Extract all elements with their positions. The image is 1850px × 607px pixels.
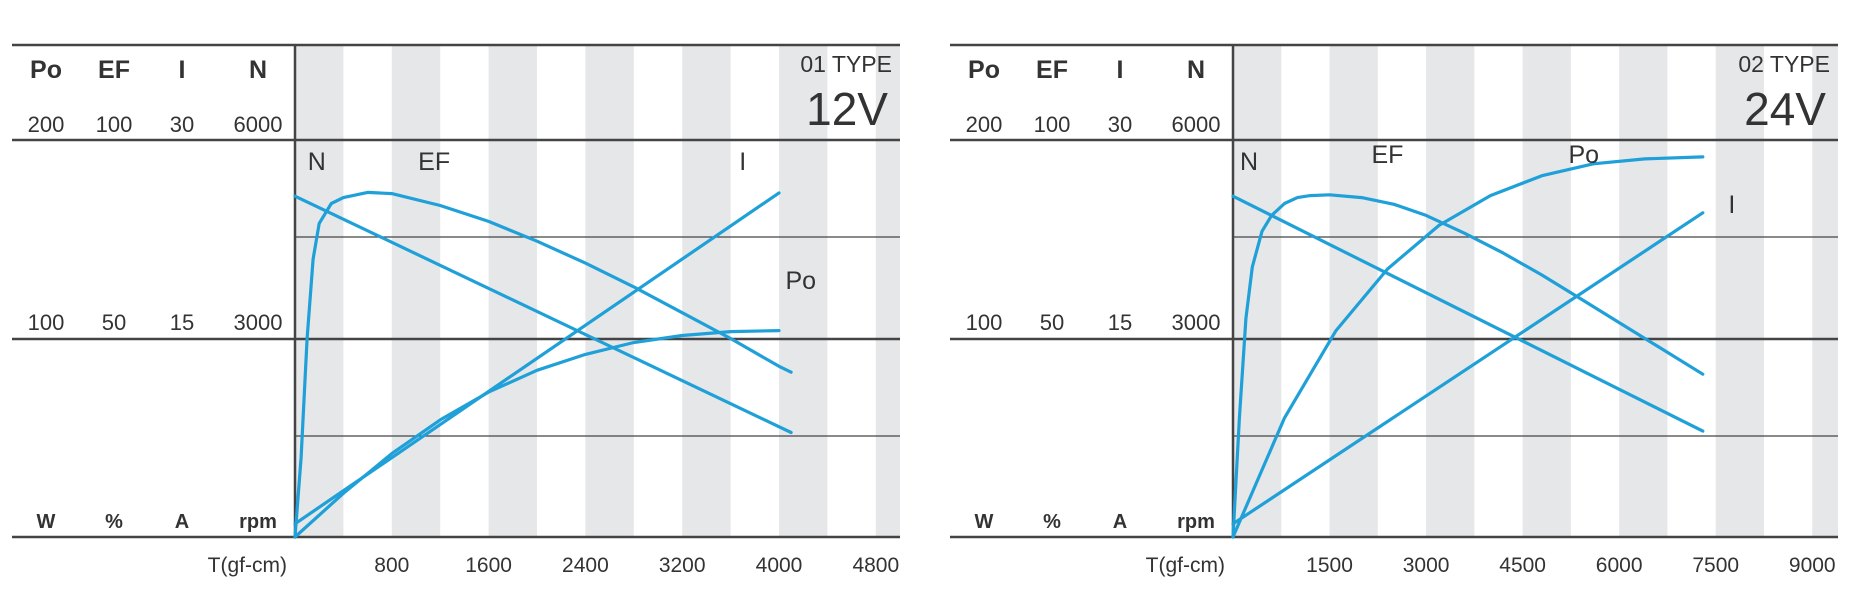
x-tick-label: 2400 (562, 554, 609, 577)
grid-stripe (1812, 45, 1838, 537)
scale-mid-ef: 50 (1040, 310, 1064, 335)
curve-label-i: I (1728, 191, 1735, 219)
unit-label-ef: % (105, 511, 123, 533)
x-tick-label: 6000 (1596, 554, 1643, 577)
chart-panel-01-type: Po 200 100 W EF 100 50% I 30 15 A N 6000 3000 rpm 01 TY… (12, 0, 937, 607)
grid-stripe (1522, 45, 1571, 537)
scale-mid-po: 100 (28, 310, 65, 335)
scale-mid-n: 3000 (234, 310, 283, 335)
x-tick-label: 9000 (1789, 554, 1836, 577)
x-tick-label: 7500 (1692, 554, 1739, 577)
curve-label-po: Po (1568, 141, 1599, 169)
grid-stripe (682, 45, 731, 537)
series-line-ef (1231, 193, 1705, 539)
scale-header-i: I (179, 56, 186, 84)
chart-title: 01 TYPE (800, 51, 892, 77)
chart-voltage: 12V (806, 83, 888, 135)
x-tick-label: 4500 (1499, 554, 1546, 577)
unit-label-po: W (975, 511, 994, 533)
series-line-n (1231, 194, 1705, 433)
chart-title: 02 TYPE (1738, 51, 1830, 77)
scale-mid-i: 15 (1108, 310, 1132, 335)
background-stripes (295, 45, 900, 537)
scale-header-po: Po (968, 56, 1000, 84)
chart-02-type: Po 200 100 W EF 100 50% I 30 15 A N 6000 3000 rpm 02 TY… (950, 43, 1838, 577)
unit-label-ef: % (1043, 511, 1061, 533)
unit-label-po: W (37, 511, 56, 533)
grid-stripe (1715, 45, 1764, 537)
unit-label-n: rpm (1177, 511, 1215, 533)
grid-stripe (875, 45, 900, 537)
grid-stripe (1233, 45, 1282, 537)
curve-label-po: Po (785, 267, 816, 295)
scale-mid-n: 3000 (1172, 310, 1221, 335)
scale-max-i: 30 (1108, 112, 1132, 137)
scale-header-n: N (249, 56, 267, 84)
x-tick-label: 4000 (756, 554, 803, 577)
curve-label-n: N (1240, 148, 1258, 176)
scale-header-n: N (1187, 56, 1205, 84)
series-line-n (293, 194, 793, 435)
series-line-po (293, 329, 781, 539)
series-line-ef (293, 190, 793, 539)
grid-stripe (779, 45, 828, 537)
chart-panel-02-type: Po 200 100 W EF 100 50% I 30 15 A N 6000 3000 rpm 02 TY… (950, 0, 1850, 607)
series-line-i (1231, 211, 1705, 526)
scale-header-ef: EF (98, 56, 130, 84)
x-tick-label: 4800 (852, 554, 899, 577)
scale-header-po: Po (30, 56, 62, 84)
series-line-po (1231, 155, 1705, 539)
scale-header-i: I (1117, 56, 1124, 84)
curve-label-n: N (308, 148, 326, 176)
grid-stripe (391, 45, 441, 537)
grid-stripe (1426, 45, 1475, 537)
scale-max-po: 200 (28, 112, 65, 137)
unit-label-i: A (1113, 511, 1127, 533)
curve-label-ef: EF (1371, 141, 1403, 169)
curve-label-i: I (739, 148, 746, 176)
scale-mid-po: 100 (966, 310, 1003, 335)
chart-voltage: 24V (1744, 83, 1826, 135)
unit-label-n: rpm (239, 511, 277, 533)
x-tick-label: 1600 (465, 554, 512, 577)
x-tick-label: 3200 (659, 554, 706, 577)
x-axis-label: T(gf-cm) (208, 554, 287, 577)
unit-label-i: A (175, 511, 189, 533)
grid-stripe (585, 45, 634, 537)
grid-stripe (1619, 45, 1668, 537)
curve-label-ef: EF (418, 148, 450, 176)
scale-max-n: 6000 (234, 112, 283, 137)
scale-mid-i: 15 (170, 310, 194, 335)
scale-max-n: 6000 (1172, 112, 1221, 137)
chart-01-type: Po 200 100 W EF 100 50% I 30 15 A N 6000 3000 rpm 01 TY… (12, 43, 900, 577)
x-axis-label: T(gf-cm) (1146, 554, 1225, 577)
background-stripes (1233, 45, 1838, 537)
scale-max-ef: 100 (1034, 112, 1071, 137)
scale-header-ef: EF (1036, 56, 1068, 84)
x-tick-label: 3000 (1403, 554, 1450, 577)
scale-max-i: 30 (170, 112, 194, 137)
scale-max-ef: 100 (96, 112, 133, 137)
scale-mid-ef: 50 (102, 310, 126, 335)
x-tick-label: 800 (374, 554, 409, 577)
scale-max-po: 200 (966, 112, 1003, 137)
grid-stripe (295, 45, 344, 537)
x-tick-label: 1500 (1306, 554, 1353, 577)
